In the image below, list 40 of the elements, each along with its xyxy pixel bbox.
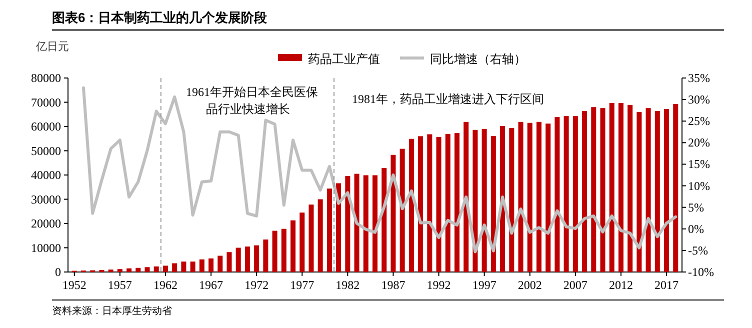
xtick: 1972 — [244, 278, 269, 292]
xtick: 2012 — [608, 278, 633, 292]
xtick: 1982 — [336, 278, 360, 292]
xtick: 1962 — [153, 278, 178, 292]
y2tick: 30% — [688, 92, 710, 107]
ytick: 30000 — [31, 192, 61, 206]
ytick: 70000 — [31, 95, 61, 110]
ytick: 20000 — [31, 216, 61, 230]
ref-label: 1981年，药品工业增速进入下行区间 — [352, 92, 544, 106]
legend-label: 同比增速（右轴） — [430, 52, 526, 66]
ylabel: 亿日元 — [36, 41, 69, 53]
xtick: 2017 — [654, 278, 679, 292]
xtick: 1952 — [62, 278, 86, 292]
xtick: 1977 — [290, 278, 314, 292]
y2tick: 10% — [688, 178, 710, 193]
legend-label: 药品工业产值 — [308, 52, 380, 66]
xtick: 1957 — [108, 278, 132, 292]
ref-label: 1961年开始日本全民医保品行业快速增长 — [186, 85, 318, 116]
ytick: 10000 — [31, 240, 61, 255]
xtick: 1992 — [426, 278, 451, 292]
y2tick: 5% — [688, 200, 704, 214]
y2tick: 0% — [688, 222, 704, 236]
ytick: 80000 — [31, 71, 61, 85]
ytick: 60000 — [31, 120, 61, 134]
xtick: 2007 — [563, 278, 588, 292]
ytick: 50000 — [31, 144, 61, 158]
y2tick: 35% — [688, 71, 710, 85]
annotation: 资料来源：日本厚生劳动省 — [52, 306, 172, 317]
y2tick: -10% — [688, 265, 714, 279]
xtick: 2002 — [518, 278, 542, 292]
title: 图表6：日本制药工业的几个发展阶段 — [52, 10, 268, 25]
y2tick: 20% — [688, 136, 710, 150]
y2tick: 15% — [688, 157, 710, 172]
xtick: 1997 — [472, 278, 496, 292]
xtick: 1967 — [199, 278, 224, 292]
ytick: 40000 — [31, 168, 61, 182]
y2tick: -5% — [688, 243, 708, 258]
xtick: 1987 — [381, 278, 406, 292]
ytick: 0 — [55, 265, 61, 279]
y2tick: 25% — [688, 114, 710, 128]
